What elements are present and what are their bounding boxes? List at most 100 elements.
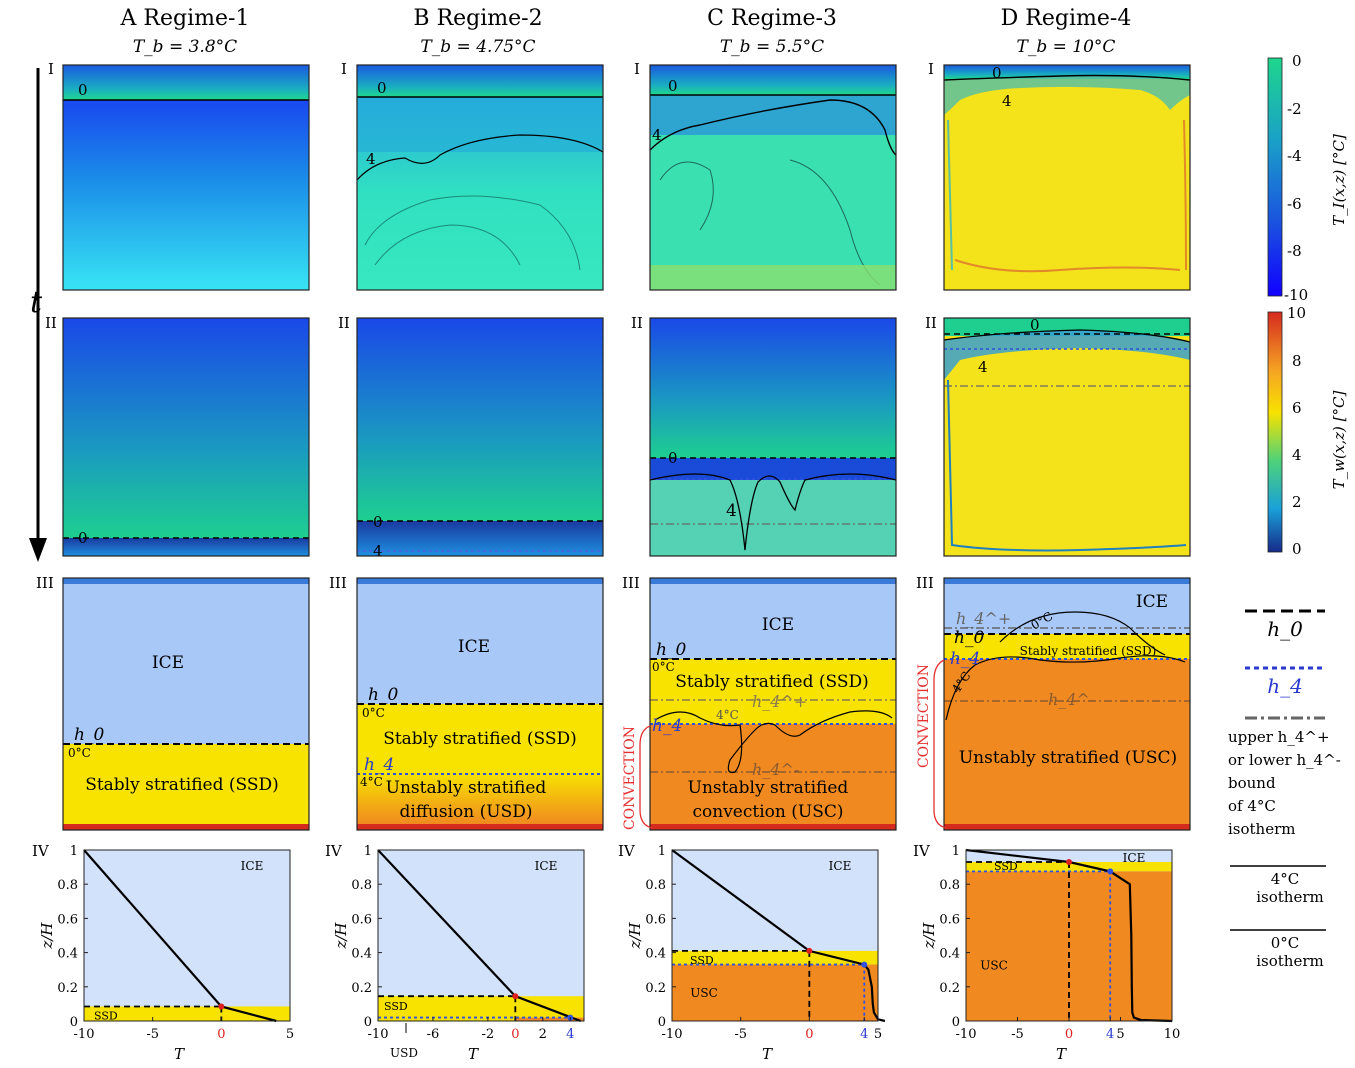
plot-frame [377,849,585,1022]
panel-c-i: 0 4 [649,64,897,291]
contour-label-four: 4 [652,126,662,144]
region-ssd-label: SSD [994,860,1018,873]
contour-label-zero: 0 [373,513,383,531]
y-tick-label: 0.8 [645,878,666,893]
y-axis-label: z/H [38,922,56,950]
schematic-ice: ICE [152,653,184,673]
colorbar-ice-tick: 0 [1292,52,1302,70]
region-ice-label: ICE [1123,851,1146,865]
schematic-usc-line: convection (USC) [693,802,844,822]
contour-label-four: 4 [366,150,376,168]
schematic-usc: Unstably stratified (USC) [959,748,1177,768]
column-temp-a: T_b = 3.8°C [133,37,237,57]
panel-b-ii: 0 4 [356,317,604,560]
column-temp-d: T_b = 10°C [1017,37,1116,57]
colorbar-water: 10 8 6 4 2 0 T_w(x,z) [°C] [1267,304,1348,558]
schematic-convection: CONVECTION [916,664,932,768]
legend-iso4-line: 4°C [1271,870,1300,888]
panel-d-iii: ICE h_4^+ 0°C h_0 h_4 Stably stratified … [916,577,1191,831]
x-tick-label: -5 [734,1027,747,1042]
region-usc-fill [672,964,878,1021]
schematic-h0: h_0 [656,640,686,660]
row-label-i: I [634,60,640,78]
x-tick-label: 0 [217,1027,225,1042]
schematic-h0: h_0 [954,628,984,648]
x-tick-label: 0 [511,1027,519,1042]
legend-iso4-line: isotherm [1256,888,1324,906]
h0-marker [512,993,519,1000]
x-tick-label: 4 [860,1027,868,1042]
x-tick-label: -2 [482,1027,495,1042]
y-tick-label: 0.4 [645,947,666,962]
x-tick-label: 4 [1106,1027,1114,1042]
schematic-ssd: Stably stratified (SSD) [675,672,869,692]
contour-label-zero: 0 [1030,316,1040,334]
y-tick-label: 1 [658,844,666,859]
time-axis-label: t [30,285,43,320]
x-tick-label: 5 [874,1027,882,1042]
row-label-ii: II [631,314,643,332]
colorbar-ice-tick: -8 [1287,242,1302,260]
row-ii: 0 0 4 0 4 [45,314,1191,560]
y-tick-label: 0 [952,1015,960,1030]
panel-a-ii: 0 [62,317,310,557]
y-tick-label: 0 [70,1015,78,1030]
h4-marker [861,961,868,968]
x-tick-label: 2 [539,1027,547,1042]
schematic-h0: h_0 [368,685,398,705]
row-label-iii: III [329,574,347,592]
legend-bounds-line: bound [1228,774,1276,792]
panel-d-ii: 0 4 [943,316,1191,557]
y-tick-label: 0 [658,1015,666,1030]
schematic-h4p: h_4^+ [752,692,807,711]
schematic-h4: h_4 [652,716,682,736]
schematic-h4m: h_4^- [1048,690,1095,709]
time-arrow: t [29,68,47,562]
column-temp-c: T_b = 5.5°C [720,37,824,57]
row-iii: ICE h_0 0°C Stably stratified (SSD) ICE … [36,574,1191,831]
contour-label-zero: 0 [377,79,387,97]
x-tick-label: -5 [1011,1027,1024,1042]
legend-iso0-line: isotherm [1256,952,1324,970]
column-title-b: B Regime-2 [413,6,542,31]
colorbar-ice-label: T_I(x,z) [°C] [1330,134,1348,226]
contour-label-zero: 0 [668,77,678,95]
y-tick-label: 0.4 [57,947,78,962]
y-tick-label: 0.4 [939,947,960,962]
region-ssd-fill [515,996,584,1018]
contour-label-zero: 0 [78,529,88,547]
schematic-h4: h_4 [950,649,980,669]
x-tick-label: 5 [286,1027,294,1042]
colorbar-water-tick: 2 [1292,493,1302,511]
contour-label-zero: 0 [992,64,1002,82]
legend-bounds-line: upper h_4^+ [1228,728,1330,746]
row-label-iii: III [622,574,640,592]
legend-bounds-line: isotherm [1228,820,1296,838]
schematic-usc-line: Unstably stratified [688,778,849,798]
y-tick-label: 0.2 [939,981,960,996]
row-label-i: I [48,60,54,78]
row-label-iv: IV [325,842,343,860]
y-tick-label: 0.6 [645,912,666,927]
legend: h_0 h_4 upper h_4^+ or lower h_4^- bound… [1228,609,1341,970]
contour-label-four: 4 [1002,92,1012,110]
temperature-profile-line [671,849,886,1023]
x-tick-label: -10 [74,1027,95,1042]
column-title-d: D Regime-4 [1001,6,1132,31]
schematic-0deg: 0°C [362,706,385,720]
panel-a-i: 0 [62,64,310,291]
colorbar-ice: 0 -2 -4 -6 -8 -10 T_I(x,z) [°C] [1267,52,1348,304]
schematic-usd-line: Unstably stratified [386,778,547,798]
x-tick-label: 10 [1164,1027,1181,1042]
row-label-iv: IV [913,842,931,860]
schematic-4deg: 4°C [360,775,383,789]
x-tick-label: 0 [805,1027,813,1042]
schematic-h4: h_4 [364,755,394,775]
legend-h4: h_4 [1267,674,1303,698]
contour-label-four: 4 [726,501,737,521]
region-ice-fill [84,850,290,1021]
column-temp-b: T_b = 4.75°C [420,37,535,57]
panel-a-iii: ICE h_0 0°C Stably stratified (SSD) [62,577,310,831]
